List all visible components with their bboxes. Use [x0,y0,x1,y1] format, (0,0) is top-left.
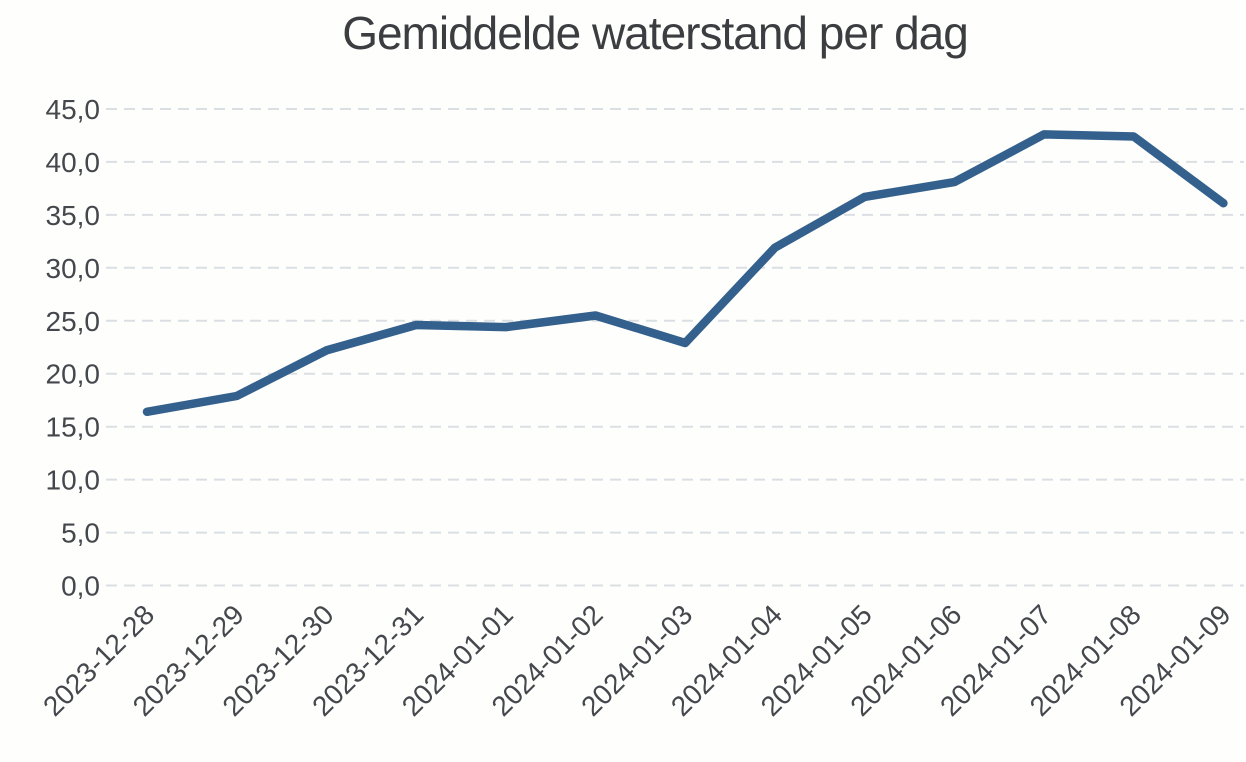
y-tick-label: 10,0 [46,465,101,496]
gridlines [106,108,1244,587]
chart-title: Gemiddelde waterstand per dag [342,7,969,59]
series-line [142,130,1228,417]
y-tick-label: 25,0 [46,306,101,337]
y-tick-label: 30,0 [46,253,101,284]
y-tick-label: 40,0 [46,147,101,178]
y-tick-label: 20,0 [46,359,101,390]
y-tick-label: 35,0 [46,200,101,231]
y-tick-label: 5,0 [61,518,100,549]
y-tick-label: 0,0 [61,571,100,602]
y-axis-tick-labels: 45,0 40,0 35,0 30,0 25,0 20,0 15,0 10,0 5,0 0,0 [46,94,101,602]
series-group [142,130,1228,417]
x-axis-tick-labels: 2023-12-282023-12-292023-12-302023-12-31… [37,599,1237,722]
y-tick-label: 45,0 [46,94,101,125]
y-tick-label: 15,0 [46,412,101,443]
